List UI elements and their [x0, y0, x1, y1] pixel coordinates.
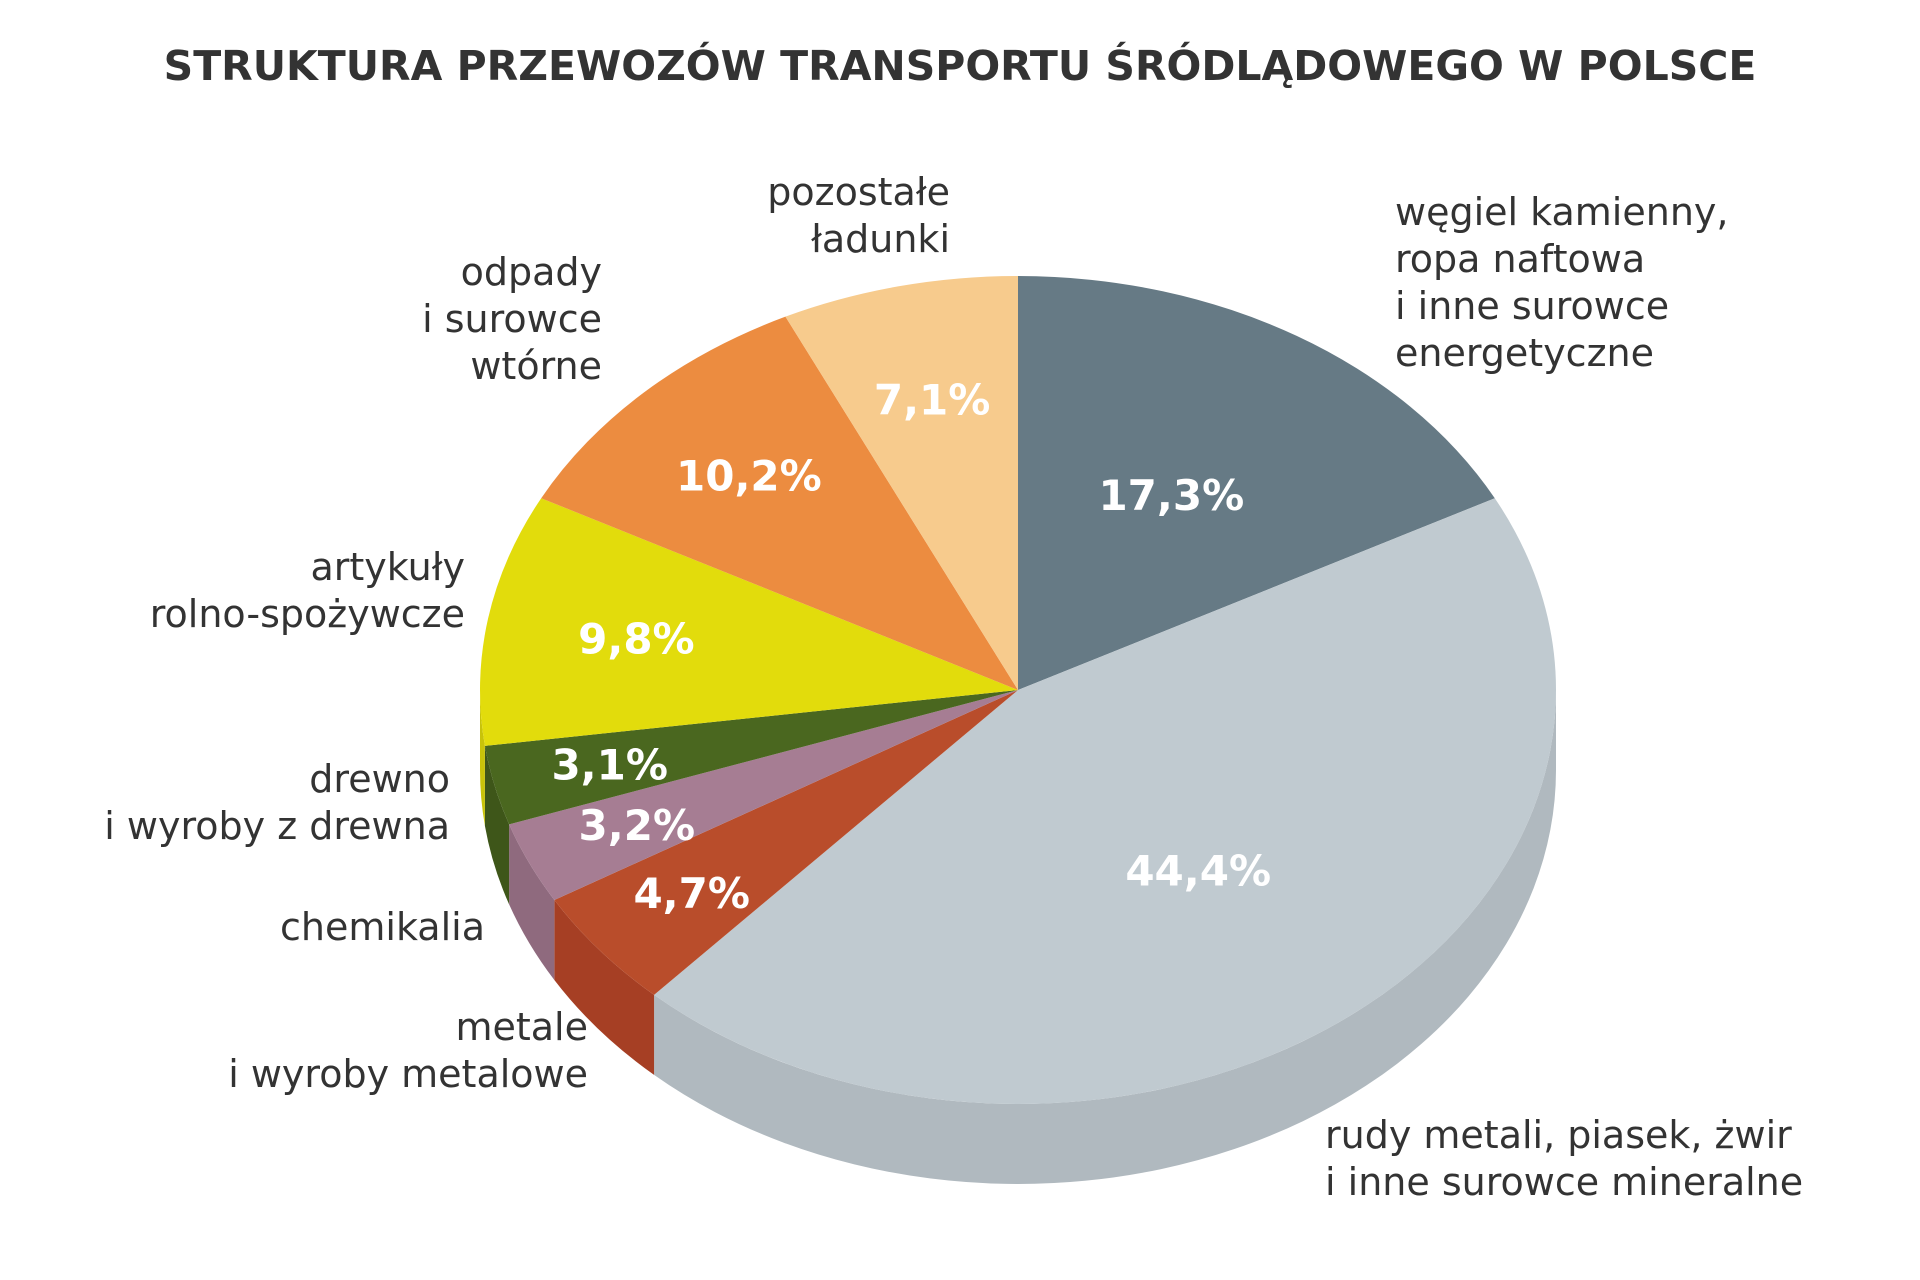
pie-slice-3	[554, 690, 1018, 995]
value-label-5: 3,1%	[551, 741, 667, 790]
value-label-4: 3,2%	[579, 801, 695, 850]
category-label-1: węgiel kamienny, ropa naftowa i inne surow…	[1395, 190, 1728, 375]
value-label-8: 7,1%	[874, 375, 990, 424]
pie-side-4	[509, 824, 555, 981]
pie-slice-6	[480, 498, 1018, 746]
pie-slice-2	[654, 498, 1556, 1105]
pie-sides	[480, 690, 1557, 1185]
category-label-5: drewno i wyroby z drewna	[104, 757, 450, 848]
value-label-3: 4,7%	[633, 869, 749, 918]
pie-slice-4	[509, 690, 1018, 901]
pie-side-2	[654, 690, 1557, 1185]
category-label-2: rudy metali, piasek, żwir i inne surowce …	[1325, 1113, 1803, 1204]
pie-side-6	[480, 690, 485, 826]
category-label-8: pozostałe ładunki	[767, 170, 950, 261]
category-label-3: metale i wyroby metalowe	[228, 1005, 588, 1096]
category-label-7: odpady i surowce wtórne	[422, 250, 602, 388]
value-label-2: 44,4%	[1125, 847, 1271, 896]
value-labels: 17,3% 44,4% 4,7% 3,2% 3,1% 9,8% 10,2% 7,1%	[551, 375, 1271, 918]
pie-slices	[480, 276, 1556, 1105]
chart-title: STRUKTURA PRZEWOZÓW TRANSPORTU ŚRÓDLĄDOW…	[164, 42, 1757, 90]
value-label-6: 9,8%	[578, 615, 694, 664]
pie-slice-5	[484, 690, 1018, 825]
pie-side-5	[484, 745, 510, 905]
value-label-1: 17,3%	[1098, 471, 1244, 520]
pie-side-3	[554, 900, 655, 1075]
pie-slice-1	[1018, 276, 1495, 690]
pie-slice-7	[541, 316, 1018, 690]
value-label-7: 10,2%	[676, 452, 822, 501]
pie-slice-8	[785, 276, 1018, 690]
category-label-4: chemikalia	[280, 905, 485, 949]
category-labels: węgiel kamienny, ropa naftowa i inne surow…	[104, 170, 1803, 1204]
category-label-6: artykuły rolno-spożywcze	[150, 545, 465, 636]
